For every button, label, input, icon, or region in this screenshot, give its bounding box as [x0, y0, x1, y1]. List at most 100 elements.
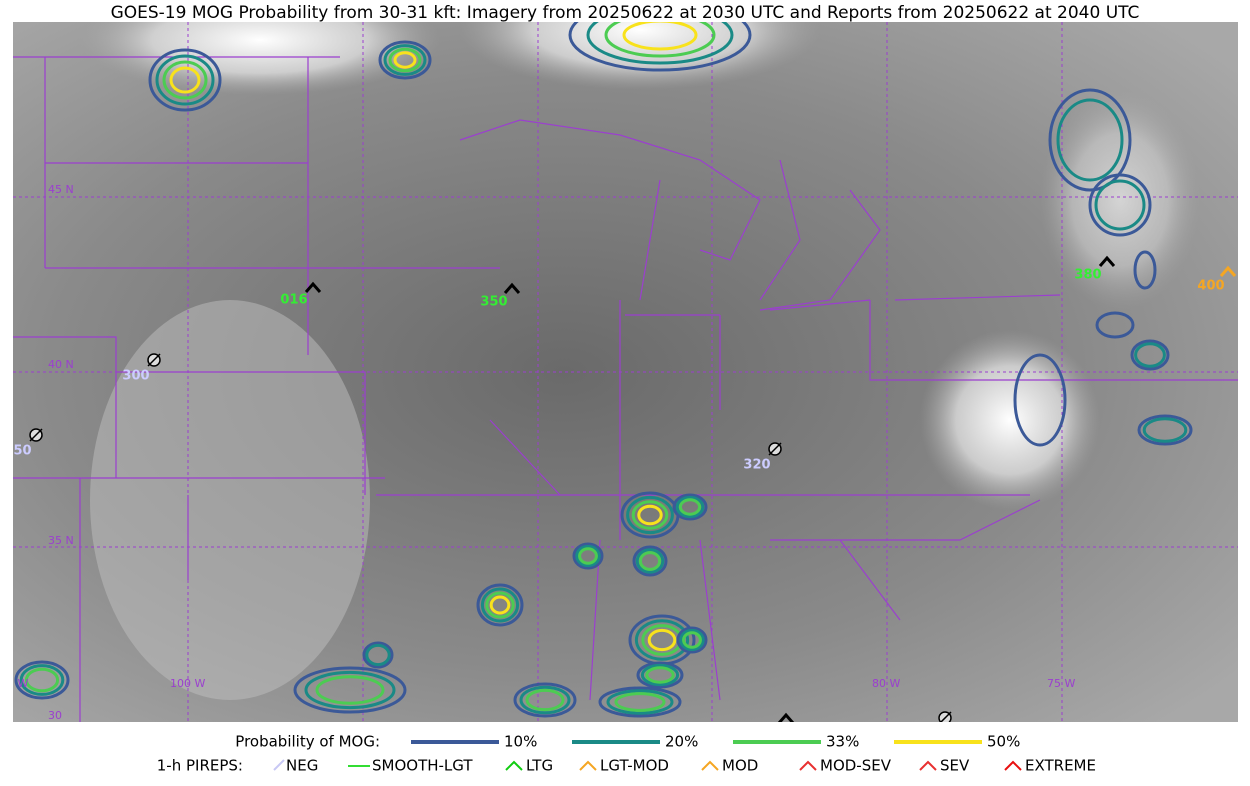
contour: [362, 641, 394, 669]
contour: [513, 682, 577, 718]
contour: [568, 22, 752, 72]
contour: [631, 500, 669, 530]
legend-symbol: [579, 760, 597, 771]
contour: [1133, 250, 1157, 290]
pirep-label: 350: [4, 444, 31, 459]
contour: [383, 44, 427, 76]
contour: [679, 628, 705, 652]
contour: [575, 544, 601, 568]
pirep-label: 340: [753, 724, 780, 739]
contour: [647, 628, 677, 652]
contour: [476, 583, 524, 627]
pirep-label: 350: [480, 295, 507, 310]
pirep-symbol: [147, 353, 161, 367]
contour: [304, 670, 396, 710]
legend-symbol: [919, 760, 937, 771]
title: GOES-19 MOG Probability from 30-31 kft: …: [111, 3, 1140, 23]
contour: [162, 60, 208, 100]
legend-label: 33%: [826, 733, 859, 751]
lat-label: 30: [48, 709, 62, 722]
contour: [1088, 173, 1152, 237]
contour: [598, 686, 682, 718]
pirep-symbol: [503, 282, 521, 294]
contour: [24, 667, 60, 693]
contour: [155, 54, 215, 106]
contour: [626, 495, 674, 535]
contour: [1094, 179, 1146, 231]
contour: [148, 48, 222, 112]
contour: [604, 22, 716, 58]
pirep-label: 400: [1197, 279, 1224, 294]
contour: [1013, 353, 1067, 447]
contour: [393, 51, 417, 69]
legend-label: LGT-MOD: [600, 757, 669, 775]
legend-label: 20%: [665, 733, 698, 751]
contour: [632, 545, 668, 577]
pirep-symbol: [29, 428, 43, 442]
contour: [1137, 414, 1193, 446]
lon-label: 75 W: [1047, 677, 1075, 690]
legend-label: SEV: [940, 757, 970, 775]
pirep-label: 300: [122, 369, 149, 384]
contour: [378, 40, 432, 80]
legend-label: EXTREME: [1025, 757, 1096, 775]
contour: [682, 631, 702, 649]
contour: [636, 661, 684, 689]
pirep-label: 380: [1074, 268, 1101, 283]
lat-label: 40 N: [48, 358, 74, 371]
contour: [19, 664, 65, 696]
legend-symbol: [273, 759, 285, 771]
contour: [675, 495, 705, 519]
legend-label: SMOOTH-LGT: [372, 757, 473, 775]
contour: [1134, 342, 1166, 368]
lon-label: 05 W: [0, 677, 28, 690]
legend-label: MOD-SEV: [820, 757, 892, 775]
contour: [640, 663, 680, 687]
legend-symbol: [799, 760, 817, 771]
legend-symbol: [701, 760, 719, 771]
pirep-symbol: [777, 712, 795, 722]
contour: [169, 66, 201, 94]
contour: [1056, 98, 1124, 182]
contour: [672, 493, 708, 521]
pirep-symbol: [1219, 265, 1237, 277]
legend-label: 50%: [987, 733, 1020, 751]
contour: [614, 692, 666, 712]
lat-label: 45 N: [48, 183, 74, 196]
lat-label: 35 N: [48, 534, 74, 547]
legend-label: LTG: [526, 757, 553, 775]
contour: [388, 47, 422, 73]
contour: [638, 551, 662, 571]
pirep-label: 016: [280, 293, 307, 308]
legend-title: 1-h PIREPS:: [157, 757, 243, 775]
contour: [1142, 417, 1188, 443]
contour: [572, 542, 604, 570]
contour: [365, 643, 391, 667]
contour: [525, 688, 565, 712]
contour: [1048, 88, 1132, 192]
contour: [14, 660, 70, 700]
contour: [1095, 311, 1135, 339]
contour: [480, 587, 520, 623]
pirep-label: 320: [743, 458, 770, 473]
contour: [634, 619, 690, 661]
contour: [645, 666, 675, 684]
contour: [1130, 339, 1170, 371]
pirep-symbol: [939, 711, 952, 722]
legend-label: 10%: [504, 733, 537, 751]
contour: [586, 22, 734, 65]
contour: [637, 504, 663, 526]
contour: [315, 675, 385, 705]
contour: [578, 547, 598, 565]
contour: [485, 591, 515, 619]
lon-label: 100 W: [170, 677, 205, 690]
legend-title: Probability of MOG:: [235, 733, 380, 751]
contour: [622, 22, 698, 51]
legend-symbol: [505, 760, 523, 771]
pirep-symbol: [768, 442, 782, 456]
pirep-symbol: [304, 281, 322, 293]
contour: [293, 666, 407, 714]
